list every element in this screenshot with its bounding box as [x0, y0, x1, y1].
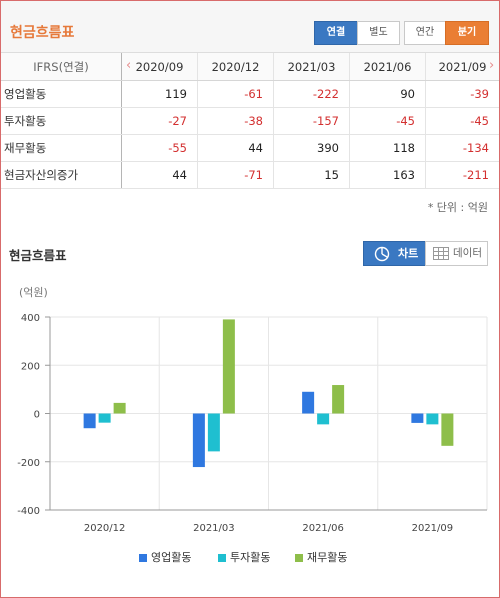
x-tick-label: 2021/09 — [412, 523, 454, 534]
column-header: 2021/03 — [273, 53, 349, 80]
table-cell: -222 — [273, 81, 349, 107]
consolidated-button[interactable]: 연결 — [314, 21, 358, 45]
bar[interactable] — [98, 413, 111, 423]
row-label: 재무활동 — [1, 135, 122, 161]
cashflow-bar-chart: 400 200 0 -200 -400 2020/12 2021/03 2021/06 2021… — [17, 313, 488, 534]
table-cell: 390 — [273, 135, 349, 161]
table-cell: -27 — [168, 114, 187, 128]
column-header: 2021/06 — [349, 53, 425, 80]
bar[interactable] — [222, 319, 235, 414]
data-view-label: 데이터 — [453, 247, 482, 259]
legend-swatch — [139, 554, 147, 562]
bar[interactable] — [411, 413, 424, 423]
bar[interactable] — [441, 413, 454, 446]
y-tick-label: 400 — [21, 313, 40, 324]
legend-label: 영업활동 — [151, 551, 192, 564]
table-cell: 90 — [349, 81, 425, 107]
bar[interactable] — [192, 413, 205, 468]
table-row: 영업활동 119 -61 -222 90 -39 — [1, 81, 499, 108]
y-tick-label: 200 — [21, 361, 40, 372]
table-cell: -38 — [197, 108, 273, 134]
table-cell: 118 — [349, 135, 425, 161]
bar[interactable] — [83, 413, 96, 429]
separate-button[interactable]: 별도 — [357, 21, 400, 45]
table-cell: 119 — [165, 87, 187, 101]
column-header: 2020/09 — [135, 60, 184, 74]
legend-item[interactable]: 투자활동 — [218, 550, 270, 566]
chart-view-button[interactable]: 차트 — [363, 241, 426, 266]
table-cell: -45 — [349, 108, 425, 134]
table-label-header: IFRS(연결) — [1, 53, 122, 80]
column-header: 2020/12 — [197, 53, 273, 80]
x-tick-label: 2020/12 — [84, 523, 126, 534]
annual-button[interactable]: 연간 — [404, 21, 446, 45]
legend-label: 투자활동 — [230, 551, 271, 564]
widget-header: 현금흐름표 연결 별도 연간 분기 — [1, 1, 499, 53]
table-cell: -45 — [425, 108, 499, 134]
x-tick-label: 2021/06 — [302, 523, 344, 534]
table-cell: -39 — [425, 81, 499, 107]
legend-swatch — [218, 554, 226, 562]
bar[interactable] — [207, 413, 220, 452]
table-row: 투자활동 -27 -38 -157 -45 -45 — [1, 108, 499, 135]
table-cell: 44 — [197, 135, 273, 161]
y-tick-label: -200 — [17, 458, 40, 469]
table-cell: -61 — [197, 81, 273, 107]
bar[interactable] — [317, 413, 330, 425]
table-row: 현금자산의증가 44 -71 15 163 -211 — [1, 162, 499, 189]
table-cell: -55 — [168, 141, 187, 155]
y-tick-label: 0 — [34, 410, 40, 421]
table-cell: -134 — [425, 135, 499, 161]
quarterly-button[interactable]: 분기 — [445, 21, 489, 45]
legend-item[interactable]: 영업활동 — [139, 550, 191, 566]
table-cell: 163 — [349, 162, 425, 188]
row-label: 현금자산의증가 — [1, 162, 122, 188]
unit-note: * 단위 : 억원 — [427, 201, 488, 214]
chart-view-label: 차트 — [398, 247, 419, 260]
data-view-button[interactable]: 데이터 — [425, 241, 488, 266]
chart-legend: 영업활동 투자활동 재무활동 — [0, 550, 500, 566]
bar[interactable] — [302, 391, 315, 414]
row-label: 영업활동 — [1, 81, 122, 107]
table-cell: -157 — [273, 108, 349, 134]
chart-title: 현금흐름표 — [9, 248, 67, 263]
column-header: 2021/09 — [425, 53, 499, 80]
table-cell: 44 — [172, 168, 187, 182]
row-label: 투자활동 — [1, 108, 122, 134]
legend-swatch — [295, 554, 303, 562]
legend-item[interactable]: 재무활동 — [295, 550, 347, 566]
x-tick-label: 2021/03 — [193, 523, 235, 534]
table-cell: -211 — [425, 162, 499, 188]
table-header-row: IFRS(연결) ‹ 2020/09 2020/12 2021/03 2021/… — [1, 53, 499, 81]
legend-label: 재무활동 — [307, 551, 348, 564]
next-arrow-icon[interactable]: › — [489, 58, 495, 73]
y-axis-unit: (억원) — [19, 286, 48, 299]
table-cell: 15 — [273, 162, 349, 188]
bar[interactable] — [426, 413, 439, 425]
page-title: 현금흐름표 — [10, 25, 75, 41]
prev-arrow-icon[interactable]: ‹ — [126, 58, 132, 73]
bar[interactable] — [332, 385, 345, 414]
grid-table-icon — [433, 247, 449, 260]
y-tick-label: -400 — [17, 506, 40, 517]
bar[interactable] — [113, 402, 126, 414]
chart-icon — [374, 246, 390, 262]
table-row: 재무활동 -55 44 390 118 -134 — [1, 135, 499, 162]
table-cell: -71 — [197, 162, 273, 188]
